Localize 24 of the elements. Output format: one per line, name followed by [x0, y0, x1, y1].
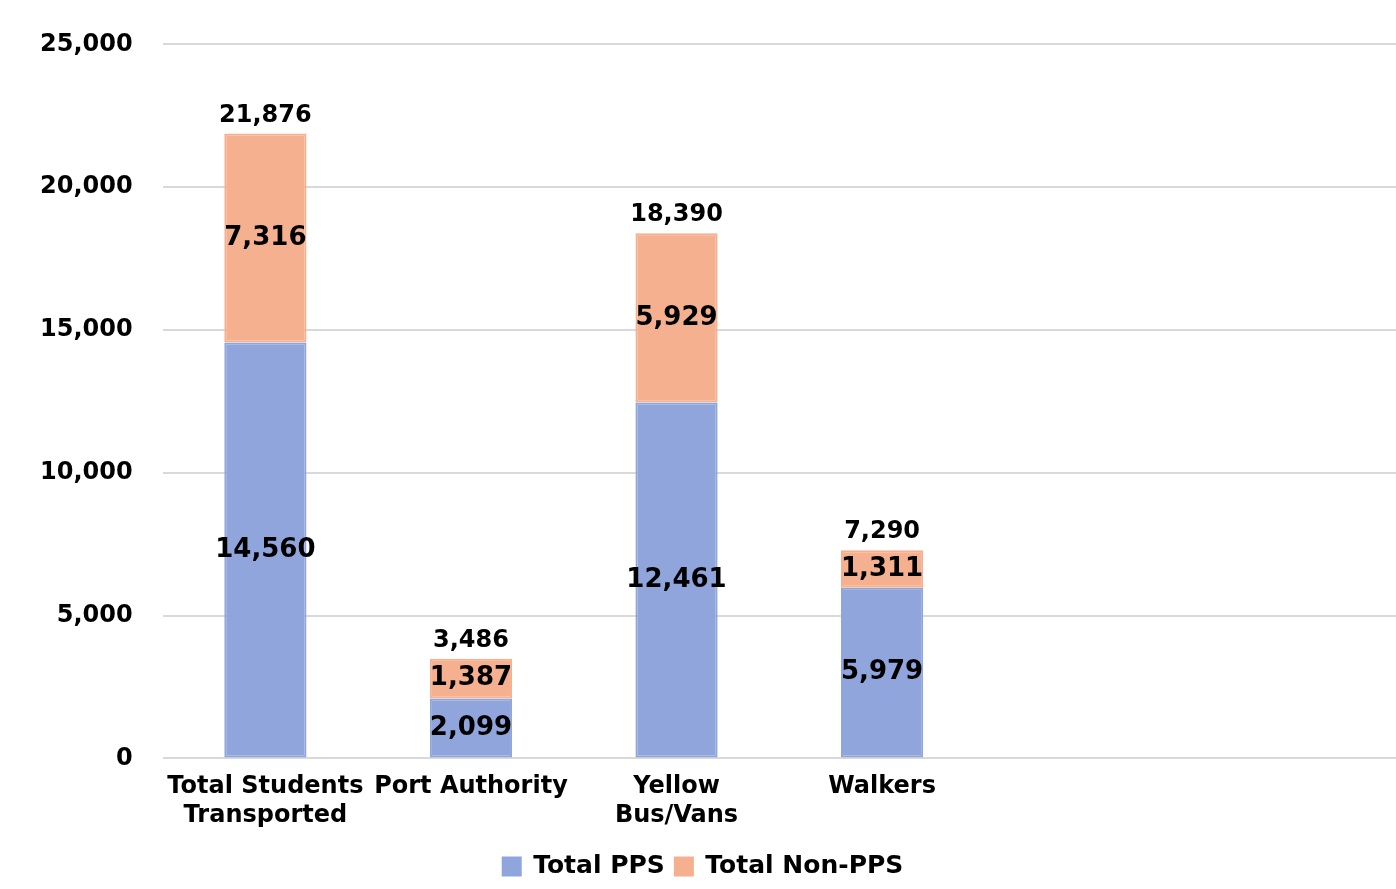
data-label: 1,387	[429, 661, 513, 692]
y-tick-label: 15,000	[39, 314, 133, 343]
total-label: 18,390	[630, 199, 723, 228]
total-label: 7,290	[844, 516, 921, 545]
y-tick-label: 5,000	[56, 599, 133, 628]
data-label: 14,560	[215, 532, 316, 563]
y-tick-label: 25,000	[39, 28, 133, 57]
data-label: 12,461	[626, 562, 727, 593]
total-label: 3,486	[433, 625, 509, 654]
x-tick-label: Walkers	[828, 771, 936, 800]
data-label: 7,316	[224, 220, 307, 251]
x-tick-label: Yellow Bus/Vans	[614, 771, 739, 828]
y-tick-label: 10,000	[39, 457, 133, 486]
data-label: 1,311	[840, 551, 924, 582]
legend-label: Total Non-PPS	[705, 850, 904, 879]
legend-label: Total PPS	[533, 850, 665, 879]
y-tick-label: 0	[115, 742, 133, 771]
data-label: 5,979	[840, 655, 924, 686]
x-tick-label: Port Authority	[374, 771, 569, 800]
total-label: 21,876	[219, 99, 312, 128]
y-tick-label: 20,000	[39, 171, 133, 200]
data-label: 2,099	[429, 710, 513, 741]
x-tick-label: Total Students Transported	[167, 771, 364, 828]
data-label: 5,929	[635, 300, 718, 331]
